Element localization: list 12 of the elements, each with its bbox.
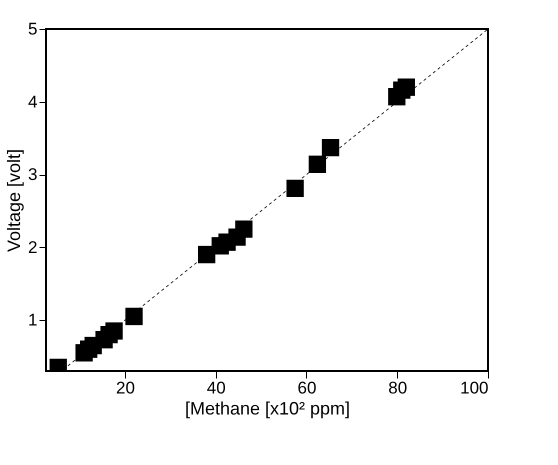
y-tick-label: 4 <box>28 92 38 112</box>
y-tick-label: 5 <box>28 20 38 38</box>
y-axis-title: Voltage [volt] <box>4 148 24 252</box>
x-tick-label: 60 <box>298 378 316 398</box>
x-tick-label: 80 <box>388 378 408 398</box>
x-tick-label: 100 <box>460 378 488 398</box>
y-tick-label: 2 <box>28 238 38 257</box>
x-axis-title: [Methane [x10² ppm] <box>184 398 350 418</box>
x-tick-label: 40 <box>206 378 226 398</box>
y-tick-label: 3 <box>28 165 38 184</box>
y-tick-label: 1 <box>28 310 38 330</box>
x-tick-label: 20 <box>116 378 135 398</box>
